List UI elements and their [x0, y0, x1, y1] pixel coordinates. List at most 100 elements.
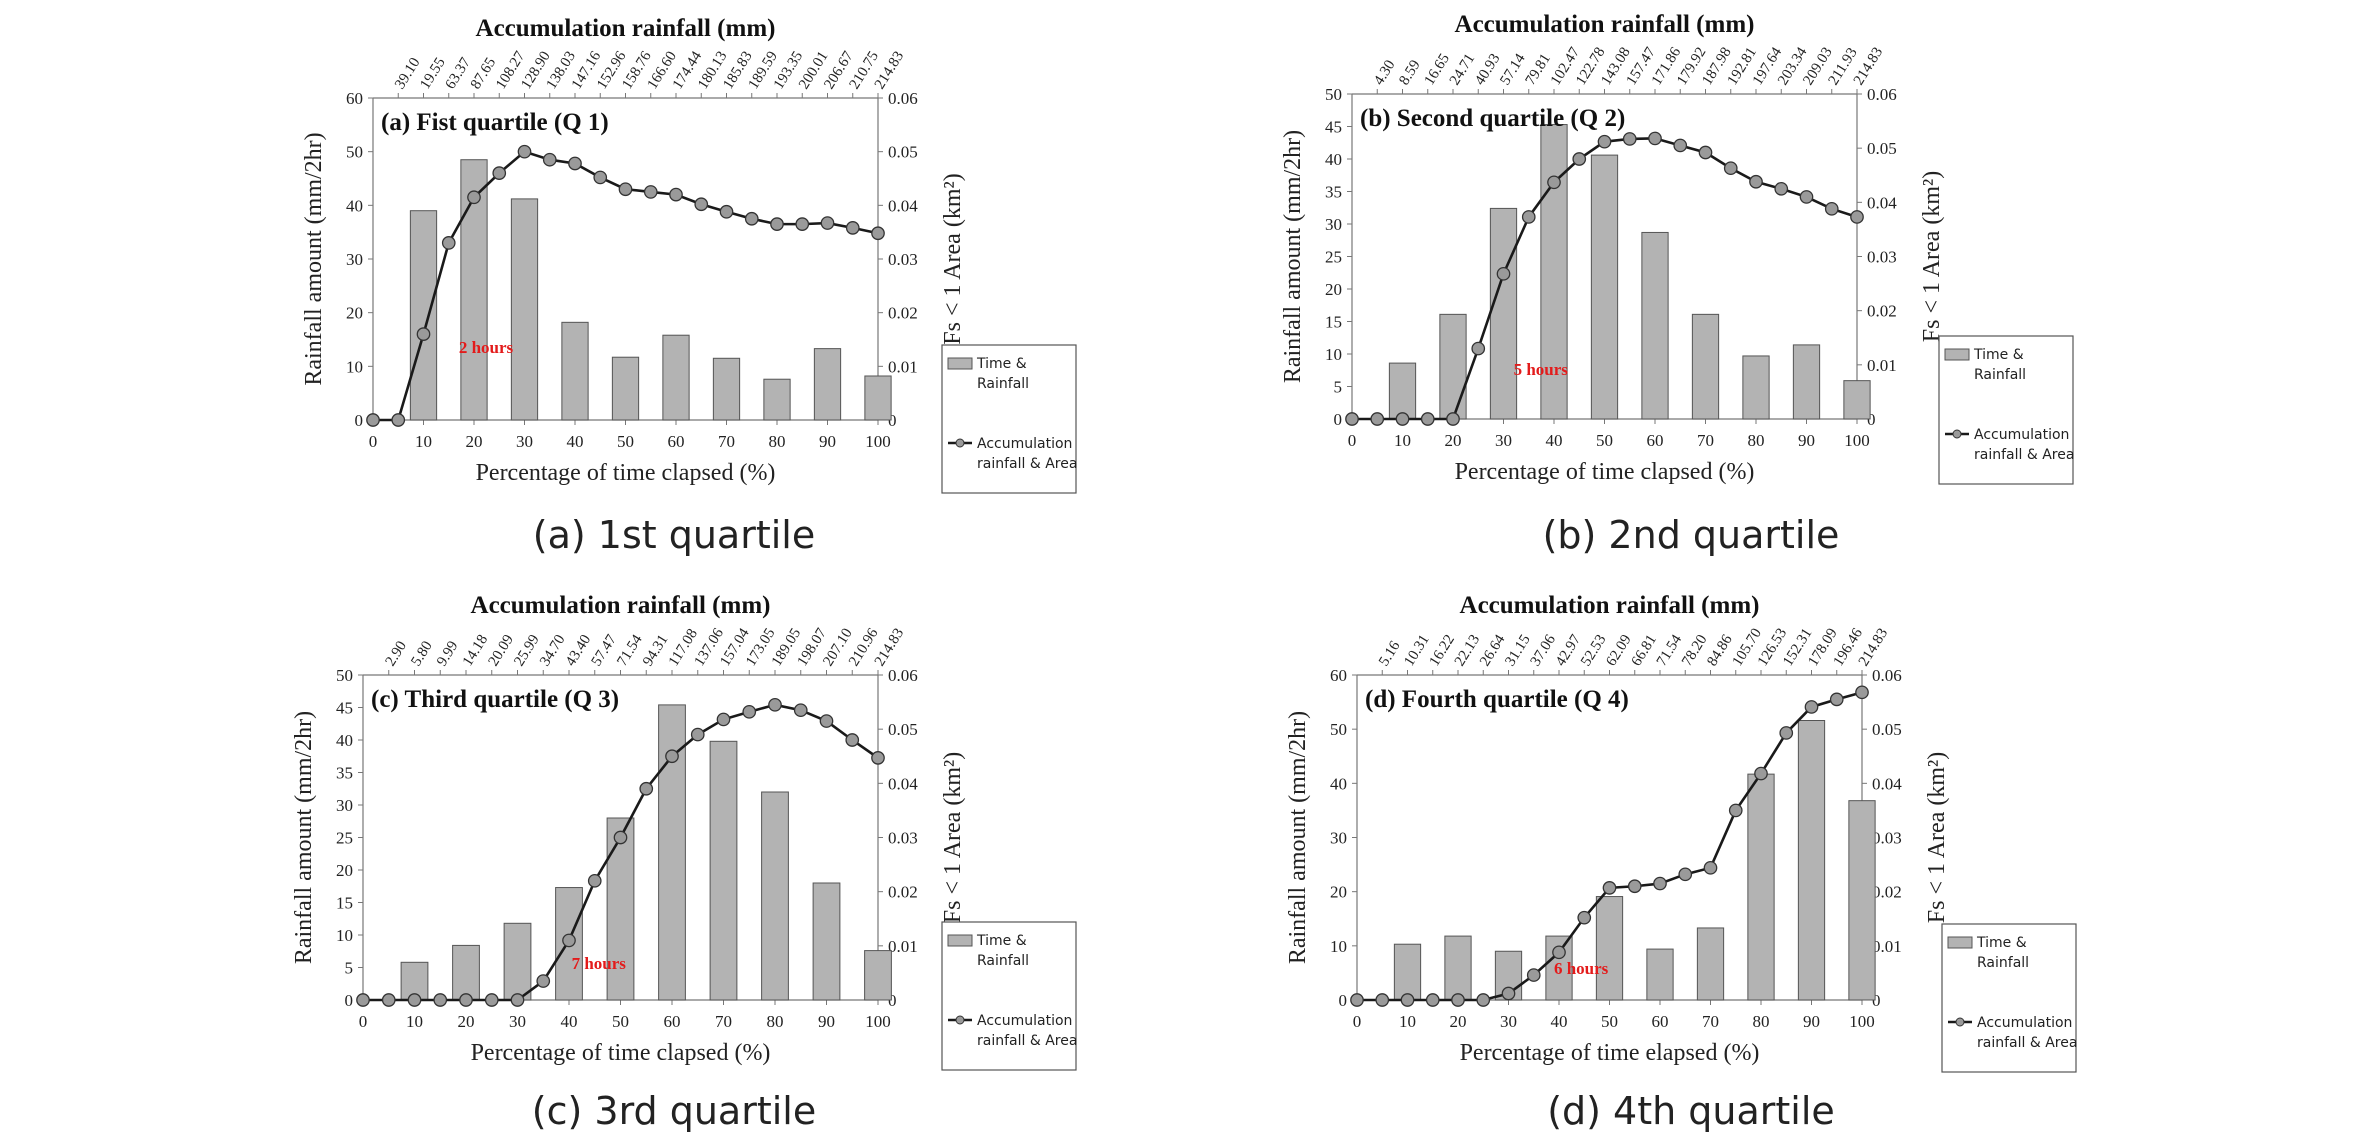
y-tick-label: 0 [1334, 410, 1343, 429]
x-tick-label: 30 [509, 1012, 526, 1031]
y2-axis-title: Fs < 1 Area (km²) [1919, 171, 1945, 342]
x-tick-label: 40 [561, 1012, 578, 1031]
y-tick-label: 10 [1325, 345, 1342, 364]
accumulation-area-point [744, 211, 759, 226]
y-tick-label: 15 [336, 894, 353, 913]
rainfall-bar [662, 334, 690, 421]
legend-label: Rainfall [977, 376, 1029, 392]
rainfall-bar [1439, 313, 1467, 420]
y2-tick-label: 0.03 [888, 829, 918, 848]
legend-label: rainfall & Area [977, 1033, 1077, 1049]
legend: Time & Rainfall Accumulation rainfall & Are… [1941, 923, 2077, 1073]
legend-marker-swatch [955, 1015, 965, 1025]
top-tick-label: 94.31 [640, 632, 671, 669]
legend-label: Accumulation [1977, 1015, 2072, 1031]
rainfall-bar [813, 348, 842, 421]
accumulation-area-point [1850, 210, 1864, 224]
y-tick-label: 0 [355, 411, 364, 430]
top-tick-label: 87.65 [468, 55, 499, 92]
x-tick-label: 40 [567, 432, 584, 451]
y2-tick-label: 0.01 [888, 357, 918, 376]
accumulation-area-point [366, 413, 380, 427]
rainfall-bar [1590, 154, 1619, 420]
y-tick-label: 20 [1325, 280, 1342, 299]
legend: Time & Rainfall Accumulation rainfall & Are… [941, 921, 1077, 1071]
x-tick-label: 30 [516, 432, 533, 451]
accumulation-area-point [665, 749, 679, 764]
y-tick-label: 30 [1330, 829, 1347, 848]
x-axis-title: Percentage of time clapsed (%) [476, 460, 776, 486]
accumulation-area-point [795, 217, 810, 231]
accumulation-area-point [1476, 993, 1491, 1007]
accumulation-area-point [1754, 766, 1768, 781]
rainfall-bar [712, 357, 741, 421]
top-tick-label: 39.10 [392, 55, 423, 92]
legend-marker-swatch [1952, 429, 1962, 439]
accumulation-area-point [694, 197, 709, 212]
x-tick-label: 30 [1495, 431, 1512, 450]
legend-label: Rainfall [1977, 955, 2029, 971]
annotation-duration: 2 hours [459, 338, 514, 357]
accumulation-area-point [517, 144, 532, 159]
accumulation-area-point [1627, 879, 1642, 894]
x-tick-label: 60 [1647, 431, 1664, 450]
y2-tick-label: 0.03 [1872, 829, 1902, 848]
annotation-duration: 5 hours [1514, 360, 1569, 379]
annotation-duration: 6 hours [1554, 959, 1609, 978]
rainfall-bar [1792, 344, 1821, 420]
accumulation-area-point [1653, 876, 1667, 891]
y-tick-label: 5 [1334, 378, 1343, 397]
accumulation-area-point [1678, 867, 1693, 882]
y2-tick-label: 0.06 [888, 89, 918, 108]
accumulation-area-point [467, 190, 481, 205]
x-tick-label: 0 [369, 432, 378, 451]
y-tick-label: 10 [1330, 937, 1347, 956]
rainfall-bar [1646, 948, 1674, 1001]
legend-label: rainfall & Area [977, 456, 1077, 472]
x-axis-title: Percentage of time elapsed (%) [1460, 1040, 1760, 1066]
accumulation-area-point [1597, 134, 1612, 149]
rainfall-bar [510, 198, 539, 421]
rainfall-bar [1797, 720, 1826, 1001]
accumulation-area-point [492, 166, 507, 180]
top-tick-label: 16.65 [1422, 51, 1453, 88]
x-tick-label: 30 [1500, 1012, 1517, 1031]
top-tick-label: 25.99 [511, 632, 542, 669]
accumulation-area-point [459, 993, 473, 1007]
x-tick-label: 10 [1399, 1012, 1416, 1031]
accumulation-area-point [510, 993, 525, 1007]
y-tick-label: 50 [336, 666, 353, 685]
accumulation-area-point [1804, 700, 1819, 714]
accumulation-area-point [871, 751, 885, 765]
top-tick-label: 16.22 [1427, 632, 1458, 669]
accumulation-area-point [1425, 993, 1440, 1007]
x-tick-label: 10 [415, 432, 432, 451]
legend-label: Time & [1976, 935, 2027, 951]
x-tick-label: 70 [1702, 1012, 1719, 1031]
top-tick-label: 40.93 [1472, 51, 1503, 88]
accumulation-area-point [1547, 175, 1561, 190]
top-tick-label: 26.64 [1477, 632, 1509, 670]
legend: Time & Rainfall Accumulation rainfall & Are… [941, 344, 1077, 494]
accumulation-area-point [1451, 993, 1465, 1007]
legend-label: Rainfall [977, 953, 1029, 969]
x-tick-label: 20 [1450, 1012, 1467, 1031]
legend-label: Accumulation [977, 1013, 1072, 1029]
accumulation-area-point [562, 933, 576, 948]
accumulation-area-point [1723, 161, 1738, 176]
accumulation-area-point [356, 993, 370, 1007]
rainfall-bar [1388, 362, 1417, 420]
accumulation-area-point [1698, 145, 1713, 160]
top-axis-title: Accumulation rainfall (mm) [1460, 592, 1760, 619]
accumulation-area-point [587, 873, 602, 888]
annotation-duration: 7 hours [572, 954, 627, 973]
accumulation-area-point [1375, 993, 1390, 1007]
y-tick-label: 0 [1339, 991, 1348, 1010]
accumulation-area-point [1824, 201, 1839, 216]
rainfall-bar [409, 210, 438, 421]
y2-tick-label: 0.04 [1872, 774, 1902, 793]
y2-tick-label: 0.03 [1867, 248, 1897, 267]
x-tick-label: 70 [715, 1012, 732, 1031]
y2-tick-label: 0.01 [1872, 937, 1902, 956]
accumulation-area-point [441, 236, 456, 250]
